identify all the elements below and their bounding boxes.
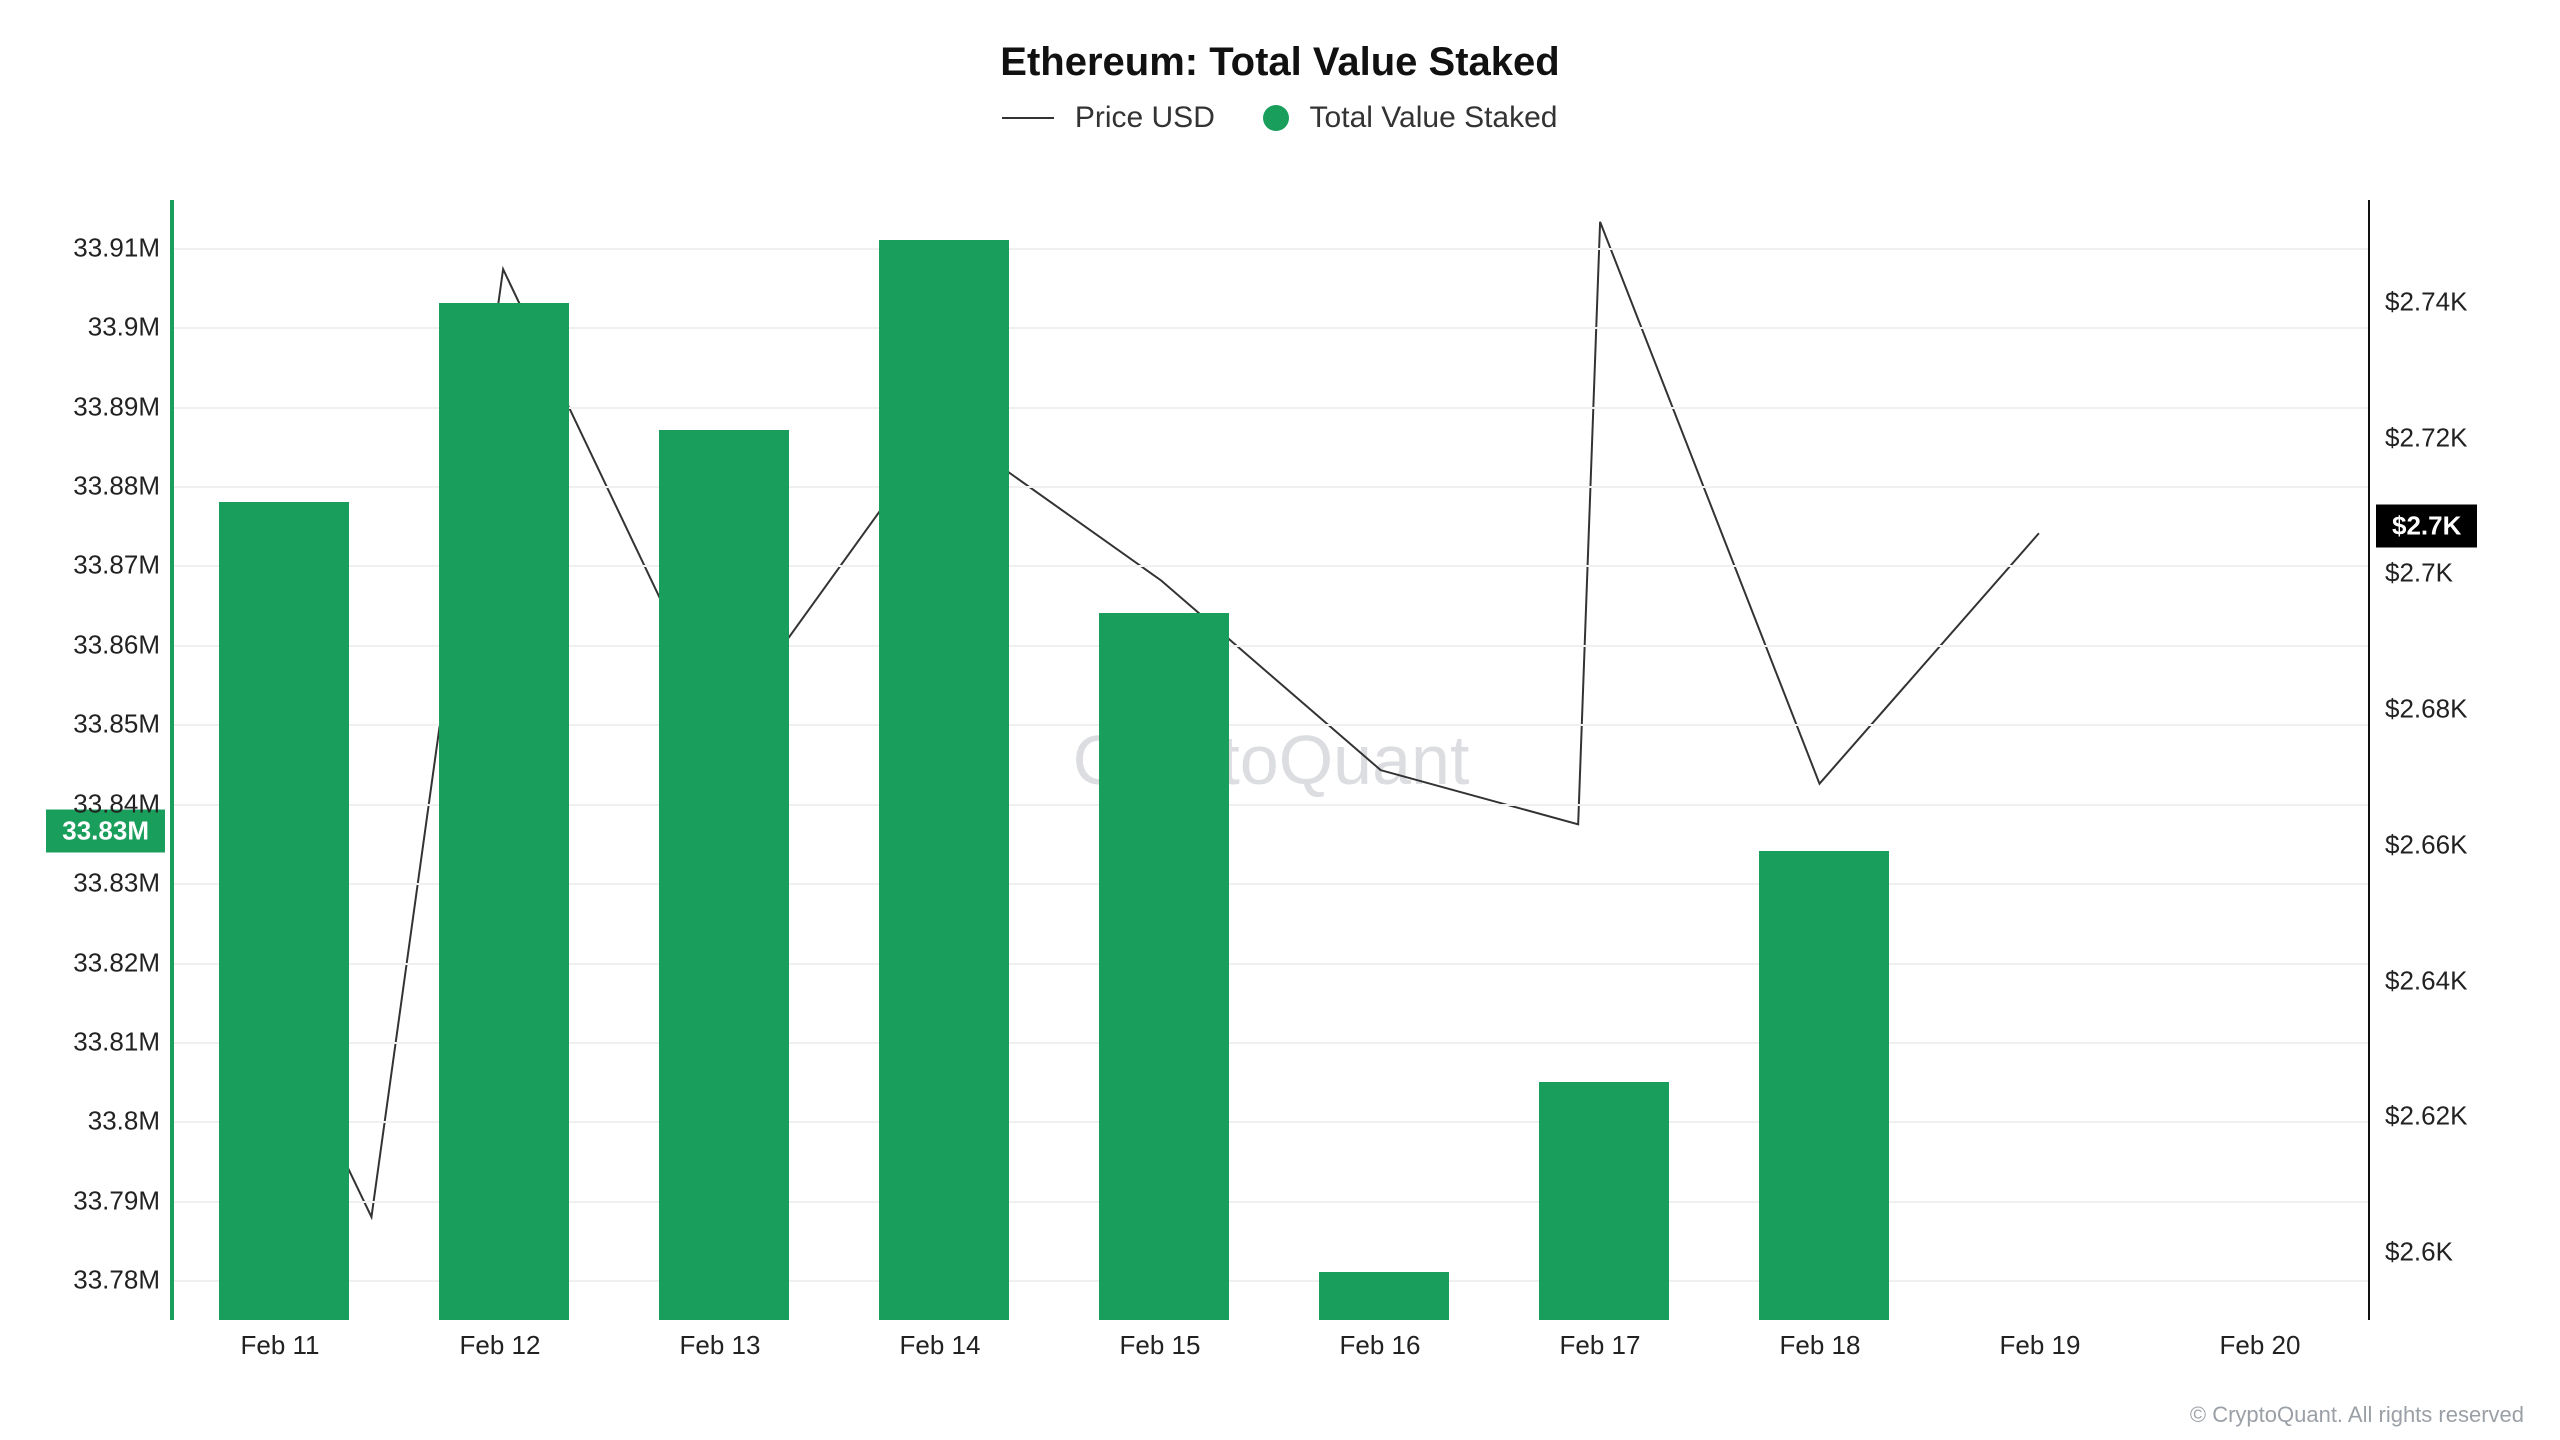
legend-dot-swatch: [1263, 105, 1289, 131]
y-left-tick-label: 33.91M: [5, 232, 160, 263]
bar[interactable]: [1539, 1082, 1669, 1320]
x-tick-label: Feb 20: [2220, 1330, 2301, 1361]
x-tick-label: Feb 14: [900, 1330, 981, 1361]
x-tick-label: Feb 15: [1120, 1330, 1201, 1361]
y-right-tick-label: $2.68K: [2385, 694, 2540, 725]
bar[interactable]: [439, 303, 569, 1320]
y-right-tick-label: $2.7K: [2385, 558, 2540, 589]
x-tick-label: Feb 13: [680, 1330, 761, 1361]
y-left-tick-label: 33.9M: [5, 312, 160, 343]
y-left-tick-label: 33.82M: [5, 947, 160, 978]
y-left-tick-label: 33.83M: [5, 868, 160, 899]
y-left-tick-label: 33.87M: [5, 550, 160, 581]
y-left-tick-label: 33.85M: [5, 709, 160, 740]
y-left-tick-label: 33.81M: [5, 1026, 160, 1057]
x-tick-label: Feb 11: [240, 1330, 319, 1361]
legend-price-label: Price USD: [1075, 101, 1215, 134]
gridline: [174, 248, 2368, 250]
y-left-tick-label: 33.86M: [5, 629, 160, 660]
plot-area[interactable]: CryptoQuant: [170, 200, 2370, 1320]
x-tick-label: Feb 17: [1560, 1330, 1641, 1361]
right-axis-value-tag: $2.7K: [2376, 504, 2477, 547]
y-left-tick-label: 33.88M: [5, 470, 160, 501]
copyright-text: © CryptoQuant. All rights reserved: [2190, 1402, 2524, 1428]
chart-legend: Price USD Total Value Staked: [0, 100, 2560, 135]
legend-staked-label: Total Value Staked: [1310, 101, 1558, 134]
y-right-tick-label: $2.6K: [2385, 1237, 2540, 1268]
bar[interactable]: [1319, 1272, 1449, 1320]
x-tick-label: Feb 19: [2000, 1330, 2081, 1361]
bar[interactable]: [219, 502, 349, 1320]
y-left-tick-label: 33.89M: [5, 391, 160, 422]
y-right-tick-label: $2.74K: [2385, 286, 2540, 317]
y-right-tick-label: $2.72K: [2385, 422, 2540, 453]
y-right-tick-label: $2.66K: [2385, 829, 2540, 860]
legend-line-swatch: [1002, 117, 1054, 119]
x-tick-label: Feb 18: [1780, 1330, 1861, 1361]
bar[interactable]: [879, 240, 1009, 1320]
y-left-tick-label: 33.8M: [5, 1106, 160, 1137]
bar[interactable]: [1759, 851, 1889, 1320]
x-tick-label: Feb 16: [1340, 1330, 1421, 1361]
x-tick-label: Feb 12: [460, 1330, 541, 1361]
y-left-tick-label: 33.84M: [5, 788, 160, 819]
bar[interactable]: [1099, 613, 1229, 1320]
y-left-tick-label: 33.78M: [5, 1265, 160, 1296]
y-right-tick-label: $2.62K: [2385, 1101, 2540, 1132]
bar[interactable]: [659, 430, 789, 1320]
y-right-tick-label: $2.64K: [2385, 965, 2540, 996]
y-left-tick-label: 33.79M: [5, 1185, 160, 1216]
chart-title: Ethereum: Total Value Staked: [0, 40, 2560, 85]
